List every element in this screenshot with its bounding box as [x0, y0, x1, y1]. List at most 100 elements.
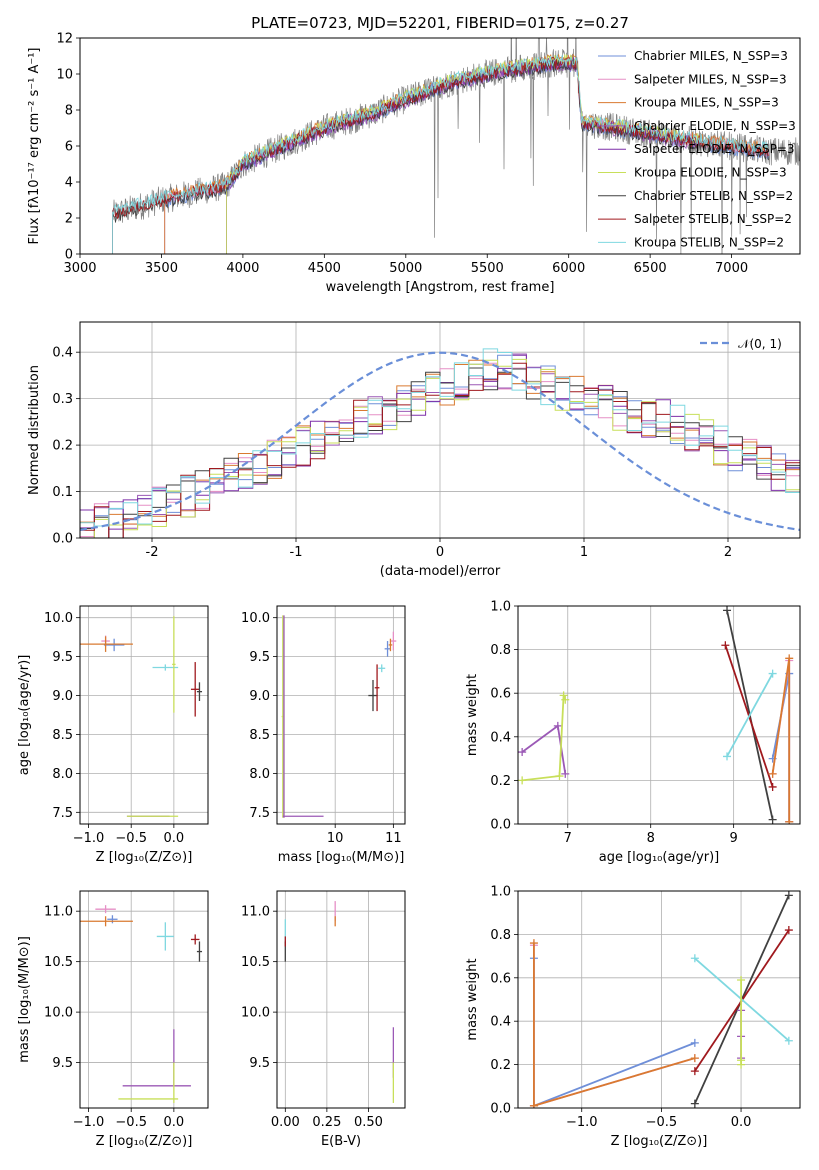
- legend: Chabrier MILES, N_SSP=3 Salpeter MILES, N…: [598, 49, 796, 249]
- x-tick-label: 0.25: [312, 1115, 341, 1130]
- weight-series-line: [533, 958, 696, 1108]
- y-tick-label: 1.0: [490, 600, 511, 615]
- y-tick-label: 10.5: [44, 955, 73, 970]
- legend-label: 𝒩(0, 1): [738, 337, 782, 351]
- weight-point-marker: [518, 748, 527, 757]
- y-axis-label: mass weight: [465, 674, 480, 756]
- y-tick-label: 0.0: [490, 818, 511, 833]
- x-tick-label: −1.0: [73, 1115, 105, 1130]
- x-tick-label: 5000: [389, 261, 422, 276]
- mass-vs-metallicity-panel: −1.0 −0.5 0.0 9.5 10.0 10.5 11.0 Z [log₁₀(Z/Z⊙)…: [17, 890, 209, 1149]
- legend-label: Chabrier ELODIE, N_SSP=3: [634, 119, 796, 133]
- weight-series-line: [533, 943, 696, 1108]
- tick-group: 0.00 0.25 0.50 9.5 10.0 10.5 11.0: [241, 905, 383, 1130]
- y-tick-label: 9.0: [249, 689, 270, 704]
- x-tick-label: −1.0: [73, 831, 105, 846]
- x-tick-label: 0.50: [354, 1115, 383, 1130]
- x-axis-label: mass [log₁₀(M/M⊙)]: [278, 850, 405, 865]
- y-tick-label: 0.4: [490, 730, 511, 745]
- y-tick-label: 10.5: [241, 955, 270, 970]
- weight-point-marker: [723, 752, 732, 761]
- y-tick-label: 8.5: [249, 728, 270, 743]
- legend-label: Kroupa ELODIE, N_SSP=3: [634, 166, 787, 180]
- weight-point-marker: [555, 772, 564, 781]
- weight-point-marker: [768, 669, 777, 678]
- x-axis-label: (data-model)/error: [380, 564, 501, 579]
- mass-vs-extinction-panel: 0.00 0.25 0.50 9.5 10.0 10.5 11.0 E(B-V): [241, 890, 406, 1149]
- weight-point-marker: [768, 815, 777, 824]
- y-tick-label: 10.0: [44, 1006, 73, 1021]
- y-tick-label: 9.0: [52, 689, 73, 704]
- x-tick-label: −0.5: [115, 831, 147, 846]
- y-tick-label: 2: [65, 212, 73, 227]
- x-tick-label: 8: [647, 831, 655, 846]
- y-tick-label: 0.2: [52, 439, 73, 454]
- y-tick-label: 4: [65, 176, 73, 191]
- x-tick-label: -2: [146, 545, 159, 560]
- y-tick-label: 0.1: [52, 485, 73, 500]
- y-tick-label: 11.0: [44, 905, 73, 920]
- y-tick-label: 9.5: [249, 650, 270, 665]
- x-tick-label: 7000: [715, 261, 748, 276]
- y-axis-label: mass [log₁₀(M/M⊙)]: [17, 936, 32, 1063]
- axes-frame: [79, 321, 801, 539]
- tick-group: 10 11 7.5 8.0 8.5 9.0 9.5 10.0: [241, 611, 402, 846]
- x-tick-label: 0.0: [164, 831, 185, 846]
- y-tick-label: 0.8: [490, 928, 511, 943]
- grid-lines: [518, 890, 800, 1109]
- weight-series-line: [771, 673, 791, 822]
- y-tick-label: 1.0: [490, 885, 511, 900]
- x-axis-label: Z [log₁₀(Z/Z⊙)]: [611, 1134, 708, 1149]
- x-axis-label: E(B-V): [321, 1134, 361, 1149]
- x-tick-label: 2: [724, 545, 732, 560]
- weight-point-marker: [690, 1099, 699, 1108]
- y-tick-label: 6: [65, 140, 73, 155]
- x-tick-label: −0.5: [646, 1115, 678, 1130]
- y-tick-label: 11.0: [241, 905, 270, 920]
- x-axis-label: Z [log₁₀(Z/Z⊙)]: [96, 850, 193, 865]
- legend-label: Chabrier MILES, N_SSP=3: [634, 49, 788, 63]
- axes-frame: [276, 890, 406, 1109]
- x-tick-label: 9: [730, 831, 738, 846]
- x-tick-label: 0.0: [164, 1115, 185, 1130]
- weight-series-line: [521, 695, 567, 782]
- weight-point-marker: [721, 641, 730, 650]
- weight-point-marker: [561, 695, 570, 704]
- x-axis-label: Z [log₁₀(Z/Z⊙)]: [96, 1134, 193, 1149]
- x-tick-label: 0.00: [271, 1115, 300, 1130]
- weight-point-marker: [529, 939, 538, 948]
- errorbar-group: [284, 901, 395, 1103]
- mass-weight-vs-metallicity-panel: −1.0 −0.5 0.0 0.0 0.2 0.4 0.6 0.8 1.0 Z [log₁₀(Z/…: [465, 885, 801, 1149]
- model-spectrum-line: [112, 54, 769, 254]
- x-tick-label: −0.5: [115, 1115, 147, 1130]
- residual-histogram-panel: -2 -1 0 1 2 0.0 0.1 0.2 0.3 0.4 (data-model)/error…: [27, 321, 801, 579]
- y-tick-label: 0.2: [490, 1058, 511, 1073]
- y-tick-label: 0.6: [490, 971, 511, 986]
- errorbar-group: [80, 616, 203, 817]
- axes-frame: [79, 890, 209, 1109]
- y-tick-label: 0.4: [52, 346, 73, 361]
- weight-point-marker: [737, 1056, 746, 1065]
- x-tick-label: 5500: [471, 261, 504, 276]
- model-spectrum-line: [112, 56, 769, 254]
- y-tick-label: 10.0: [44, 611, 73, 626]
- axes-frame: [517, 605, 801, 825]
- weight-point-marker: [690, 954, 699, 963]
- spectrum-lines: [112, 38, 800, 254]
- mass-weight-vs-age-panel: 7 8 9 0.0 0.2 0.4 0.6 0.8 1.0 age [log₁₀(age/yr)]…: [465, 600, 801, 865]
- grid-lines: [80, 606, 208, 824]
- weight-point-marker: [690, 1054, 699, 1063]
- y-tick-label: 0.2: [490, 774, 511, 789]
- grid-lines: [518, 605, 800, 825]
- weight-point-marker: [518, 776, 527, 785]
- histogram-series-step: [80, 358, 800, 538]
- x-tick-label: 10: [327, 831, 344, 846]
- weight-point-marker: [723, 606, 732, 615]
- x-tick-label: 0.0: [731, 1115, 752, 1130]
- weight-point-marker: [784, 926, 793, 935]
- x-tick-label: 11: [385, 831, 402, 846]
- y-tick-label: 9.5: [249, 1056, 270, 1071]
- weight-point-marker: [690, 1067, 699, 1076]
- y-tick-label: 8.0: [249, 767, 270, 782]
